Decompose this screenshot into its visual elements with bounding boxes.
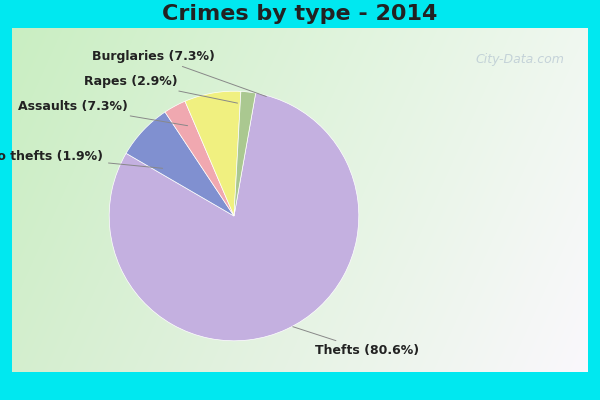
Text: Auto thefts (1.9%): Auto thefts (1.9%) bbox=[0, 150, 163, 168]
Text: Thefts (80.6%): Thefts (80.6%) bbox=[293, 327, 419, 357]
Text: City-Data.com: City-Data.com bbox=[476, 54, 565, 66]
Text: Rapes (2.9%): Rapes (2.9%) bbox=[84, 75, 238, 103]
Wedge shape bbox=[185, 91, 241, 216]
Wedge shape bbox=[126, 112, 234, 216]
Text: Assaults (7.3%): Assaults (7.3%) bbox=[18, 100, 188, 126]
Wedge shape bbox=[165, 101, 234, 216]
Text: Burglaries (7.3%): Burglaries (7.3%) bbox=[92, 50, 266, 96]
Wedge shape bbox=[234, 91, 256, 216]
Text: Crimes by type - 2014: Crimes by type - 2014 bbox=[163, 4, 437, 24]
Wedge shape bbox=[109, 93, 359, 341]
